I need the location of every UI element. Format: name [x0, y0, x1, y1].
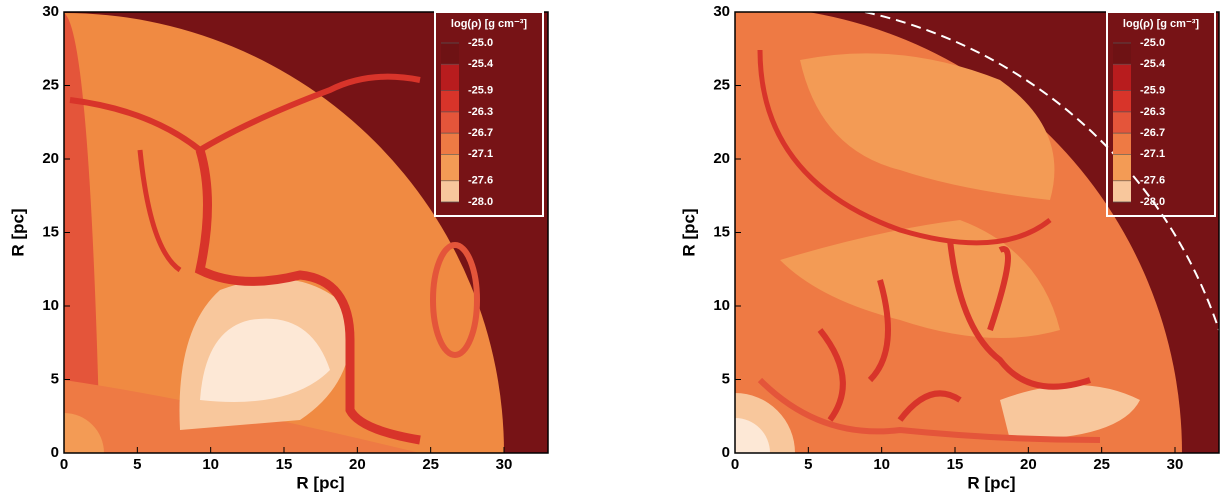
x-tick-label: 30	[1167, 456, 1184, 473]
colorbar-frame	[434, 11, 544, 217]
colorbar-label: -27.6	[468, 175, 493, 187]
colorbar-band	[1113, 64, 1131, 91]
y-tick-label: 15	[713, 223, 730, 240]
colorbar-band	[1113, 154, 1131, 181]
colorbar-label: -27.1	[1140, 148, 1165, 160]
colorbar-band	[441, 43, 459, 65]
colorbar-band	[441, 90, 459, 112]
x-tick-label: 20	[349, 456, 366, 473]
colorbar-label: -27.6	[1140, 175, 1165, 187]
x-tick-label: 15	[947, 456, 964, 473]
y-tick-label: 30	[42, 3, 59, 20]
colorbar-label: -28.0	[468, 196, 493, 208]
colorbar-label: -25.4	[1140, 58, 1166, 70]
x-tick-label: 20	[1020, 456, 1037, 473]
x-tick-label: 25	[1093, 456, 1110, 473]
y-tick-label: 15	[42, 223, 59, 240]
colorbar-label: -25.9	[1140, 85, 1165, 97]
colorbar-label: -26.7	[468, 127, 493, 139]
colorbar-band	[1113, 43, 1131, 65]
y-tick-label: 20	[42, 150, 59, 167]
colorbar-band	[1113, 133, 1131, 155]
colorbar-label: -25.9	[468, 85, 493, 97]
x-tick-label: 5	[133, 456, 141, 473]
x-tick-label: 5	[804, 456, 812, 473]
colorbar-band	[1113, 90, 1131, 112]
density-field-right	[735, 12, 1219, 453]
colorbar-band	[441, 180, 459, 202]
colorbar-band	[1113, 180, 1131, 202]
colorbar-band	[441, 133, 459, 155]
y-tick-label: 0	[51, 444, 59, 461]
colorbar-band	[1113, 111, 1131, 134]
x-tick-label: 10	[202, 456, 219, 473]
y-tick-label: 25	[713, 76, 730, 93]
colorbar-frame	[1106, 11, 1216, 217]
colorbar-band	[441, 154, 459, 181]
x-tick-label: 15	[276, 456, 293, 473]
y-tick-label: 0	[722, 444, 730, 461]
y-tick-label: 10	[713, 297, 730, 314]
y-tick-label: 5	[51, 370, 59, 387]
x-tick-label: 0	[731, 456, 739, 473]
x-tick-label: 25	[422, 456, 439, 473]
x-tick-label: 30	[496, 456, 513, 473]
colorbar-label: -26.3	[468, 106, 493, 118]
colorbar-label: -25.0	[1140, 37, 1165, 49]
x-axis-label: R [pc]	[296, 473, 344, 492]
y-axis-label: R [pc]	[679, 208, 698, 256]
x-axis-label: R [pc]	[967, 473, 1015, 492]
y-axis-label: R [pc]	[8, 208, 27, 256]
density-field-left	[64, 12, 548, 453]
colorbar-band	[441, 64, 459, 91]
y-tick-label: 25	[42, 76, 59, 93]
y-tick-label: 30	[713, 3, 730, 20]
y-tick-label: 5	[722, 370, 730, 387]
colorbar-title: log(ρ) [g cm⁻³]	[1123, 18, 1199, 30]
y-tick-label: 20	[713, 150, 730, 167]
colorbar-band	[441, 111, 459, 134]
colorbar-label: -25.4	[468, 58, 494, 70]
y-tick-label: 10	[42, 297, 59, 314]
colorbar-title: log(ρ) [g cm⁻³]	[451, 18, 527, 30]
colorbar-label: -28.0	[1140, 196, 1165, 208]
x-tick-label: 0	[60, 456, 68, 473]
colorbar-label: -25.0	[468, 37, 493, 49]
x-tick-label: 10	[873, 456, 890, 473]
colorbar-label: -26.7	[1140, 127, 1165, 139]
colorbar-label: -26.3	[1140, 106, 1165, 118]
colorbar-label: -27.1	[468, 148, 493, 160]
